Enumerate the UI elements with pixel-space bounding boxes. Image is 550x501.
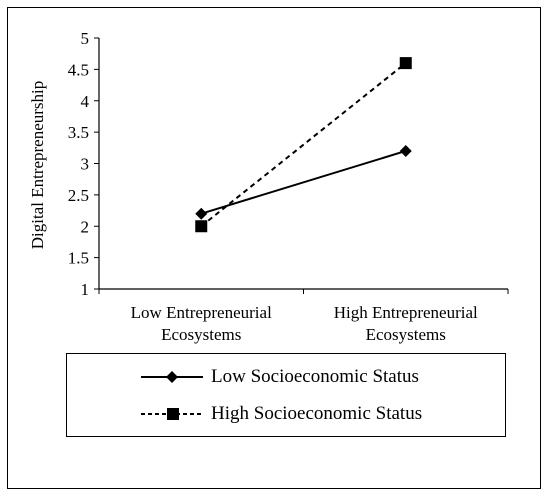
x-tick-label: Low Entrepreneurial Ecosystems: [131, 303, 272, 344]
data-point-low-socioeconomic-status: [195, 207, 208, 220]
legend-label-low-ses: Low Socioeconomic Status: [211, 366, 419, 387]
y-tick-label: 2.5: [68, 186, 89, 205]
y-tick-label: 4.5: [68, 60, 89, 79]
y-tick-label: 3: [81, 155, 90, 174]
series-line-low-socioeconomic-status: [200, 149, 407, 215]
x-tick-label: High Entrepreneurial Ecosystems: [334, 303, 478, 344]
y-tick-label: 3.5: [68, 123, 89, 142]
y-tick-label: 2: [81, 217, 90, 236]
legend-swatch-low-ses: [141, 371, 203, 383]
legend: Low Socioeconomic Status High Socioecono…: [66, 353, 506, 437]
y-tick-label: 5: [81, 29, 90, 48]
y-tick-label: 1: [81, 280, 90, 299]
x-tick-labels: Low Entrepreneurial Ecosystems High Entrep…: [131, 303, 478, 344]
series-line-high-socioeconomic-status: [200, 62, 407, 228]
y-tick-labels: 1 1.5 2 2.5 3 3.5 4 4.5 5: [68, 29, 90, 299]
data-point-high-socioeconomic-status: [195, 220, 208, 233]
y-axis-label: Digital Entrepreneurship: [28, 81, 47, 250]
data-point-low-socioeconomic-status: [399, 144, 412, 157]
axes: [94, 37, 509, 294]
y-tick-label: 1.5: [68, 249, 89, 268]
y-tick-label: 4: [81, 92, 90, 111]
legend-swatch-high-ses: [141, 408, 203, 420]
series-layer: [195, 57, 412, 233]
data-point-high-socioeconomic-status: [399, 57, 412, 70]
legend-label-high-ses: High Socioeconomic Status: [211, 403, 423, 424]
chart-frame: [7, 7, 541, 489]
